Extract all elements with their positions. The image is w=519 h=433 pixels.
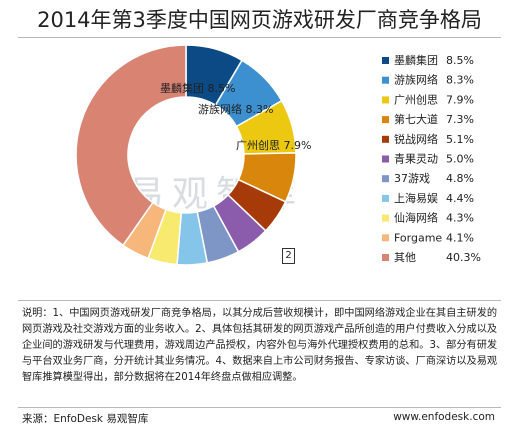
legend-value-9: 4.1% bbox=[446, 231, 474, 244]
legend-name-2: 广州创思 bbox=[394, 93, 438, 106]
legend-swatch-6 bbox=[382, 175, 389, 183]
legend-value-5: 5.0% bbox=[446, 153, 474, 166]
slice-labels: 墨麟集团 8.5% 游族网络 8.3% 广州创思 7.9% bbox=[160, 81, 311, 152]
slice-10 bbox=[75, 44, 187, 247]
donut-chart: 墨麟集团 8.5% 游族网络 8.3% 广州创思 7.9% 墨麟集团 8.5% 游族网络… bbox=[75, 44, 481, 266]
chart-legend: 墨麟集团 8.5% 游族网络 8.3% 广州创思 7.9% 第七大道 7.3% 锐战网络 5.1%… bbox=[382, 53, 481, 264]
slice-label-1: 游族网络 8.3% bbox=[198, 102, 273, 116]
legend-swatch-0 bbox=[382, 57, 389, 64]
legend-value-1: 8.3% bbox=[446, 74, 474, 87]
legend-value-0: 8.5% bbox=[446, 54, 474, 67]
chart-title: 2014年第3季度中国网页游戏研发厂商竞争格局 bbox=[37, 8, 482, 32]
legend-name-5: 青果灵动 bbox=[394, 153, 438, 166]
legend-value-10: 40.3% bbox=[446, 251, 481, 264]
note-box bbox=[18, 300, 501, 408]
legend-swatch-2 bbox=[382, 96, 389, 104]
legend-value-7: 4.4% bbox=[446, 192, 474, 205]
legend-name-3: 第七大道 bbox=[394, 112, 438, 126]
legend-value-6: 4.8% bbox=[446, 172, 474, 185]
annotation-marker: 2 bbox=[282, 248, 295, 264]
legend-swatch-5 bbox=[382, 155, 389, 163]
website-link[interactable]: www.enfodesk.com bbox=[393, 411, 495, 423]
legend-name-1: 游族网络 bbox=[394, 73, 438, 87]
legend-swatch-10 bbox=[382, 254, 389, 261]
donut-slices bbox=[75, 44, 297, 266]
footnote: 说明：1、中国网页游戏研发厂商竞争格局，以其分成后营收规模计，即中国网络游戏企业… bbox=[22, 308, 498, 383]
legend-swatch-9 bbox=[382, 234, 389, 242]
slice-label-2: 广州创思 7.9% bbox=[236, 139, 311, 152]
title-divider bbox=[18, 37, 501, 38]
legend-name-6: 37游戏 bbox=[394, 172, 430, 185]
legend-name-7: 上海易娱 bbox=[394, 191, 438, 205]
slice-label-0: 墨麟集团 8.5% bbox=[160, 81, 235, 95]
legend-swatch-8 bbox=[382, 214, 389, 222]
source-text: 来源：EnfoDesk 易观智库 bbox=[22, 413, 149, 425]
legend-swatch-3 bbox=[382, 116, 389, 124]
legend-name-9: Forgame bbox=[394, 231, 442, 244]
legend-swatch-4 bbox=[382, 135, 389, 143]
legend-swatch-1 bbox=[382, 76, 389, 84]
legend-value-4: 5.1% bbox=[446, 133, 474, 146]
legend-name-8: 仙海网络 bbox=[394, 211, 438, 225]
legend-name-4: 锐战网络 bbox=[394, 132, 438, 146]
legend-name-10: 其他 bbox=[394, 251, 416, 264]
legend-value-2: 7.9% bbox=[446, 93, 474, 106]
legend-swatch-7 bbox=[382, 194, 389, 202]
legend-value-3: 7.3% bbox=[446, 113, 474, 126]
legend-value-8: 4.3% bbox=[446, 212, 474, 225]
legend-name-0: 墨麟集团 bbox=[394, 53, 438, 67]
